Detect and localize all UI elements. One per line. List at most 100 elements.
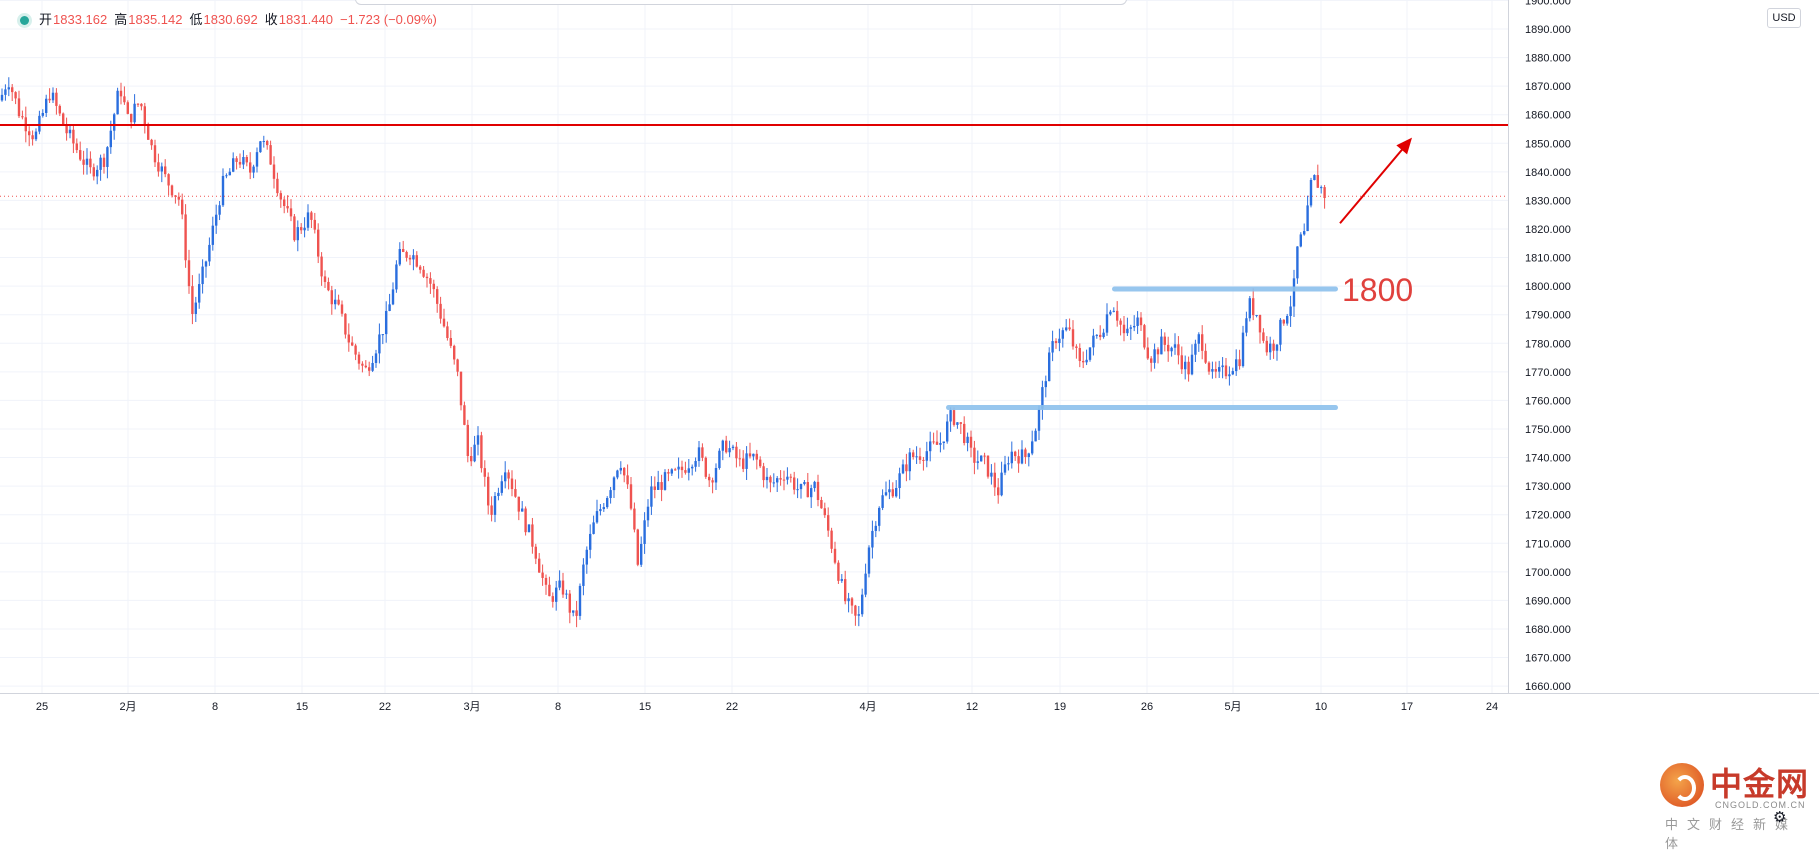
y-tick-label: 1730.000 bbox=[1525, 481, 1571, 493]
candle-body bbox=[657, 482, 660, 490]
candle bbox=[272, 156, 276, 189]
candle bbox=[864, 563, 867, 598]
candle bbox=[718, 448, 721, 470]
candle-body bbox=[14, 92, 17, 99]
candle-body bbox=[470, 456, 473, 462]
candle-body bbox=[813, 481, 816, 489]
candle-body bbox=[1088, 347, 1092, 360]
candle bbox=[48, 88, 51, 104]
candle-body bbox=[1177, 344, 1180, 356]
candle-body bbox=[626, 475, 629, 485]
candle-body bbox=[232, 158, 235, 172]
candle bbox=[544, 574, 548, 595]
candle bbox=[1020, 440, 1024, 465]
candle bbox=[323, 270, 327, 288]
candle bbox=[755, 449, 758, 470]
candle-body bbox=[718, 450, 721, 469]
candle bbox=[164, 159, 167, 178]
candle bbox=[340, 300, 344, 317]
candle bbox=[1041, 380, 1044, 420]
candle-body bbox=[211, 225, 214, 245]
price-axis bbox=[1508, 0, 1819, 833]
candle-body bbox=[11, 87, 14, 93]
candle-body bbox=[963, 423, 966, 444]
candle-body bbox=[1163, 336, 1166, 345]
candle bbox=[419, 264, 422, 274]
candle-body bbox=[973, 447, 976, 463]
candle-body bbox=[269, 145, 272, 165]
candle-body bbox=[1020, 449, 1024, 464]
candle bbox=[697, 441, 701, 467]
candle-body bbox=[354, 345, 357, 355]
candle-body bbox=[402, 249, 405, 252]
candle bbox=[269, 140, 272, 165]
candle-body bbox=[1238, 359, 1241, 367]
candle-body bbox=[589, 533, 592, 550]
candle bbox=[361, 361, 364, 373]
candle bbox=[238, 153, 242, 169]
candle bbox=[616, 469, 619, 480]
candle-body bbox=[908, 452, 911, 472]
candle bbox=[283, 196, 286, 214]
top-toolbar-tab[interactable] bbox=[355, 0, 1127, 5]
candle-body bbox=[140, 103, 143, 107]
candle-body bbox=[980, 455, 983, 462]
candle bbox=[643, 512, 646, 554]
candle bbox=[391, 282, 395, 306]
candle bbox=[721, 439, 724, 461]
candle-body bbox=[640, 543, 643, 565]
candle bbox=[388, 293, 391, 312]
candle-body bbox=[323, 276, 327, 282]
candle bbox=[854, 604, 857, 626]
candle bbox=[714, 463, 718, 490]
candle-body bbox=[412, 255, 415, 260]
candle-body bbox=[840, 579, 843, 581]
candle bbox=[806, 472, 809, 498]
candle-body bbox=[327, 281, 330, 291]
candle-body bbox=[1194, 343, 1197, 355]
candle bbox=[609, 486, 612, 504]
candle-body bbox=[1099, 334, 1102, 338]
candle-body bbox=[731, 446, 735, 449]
price-chart[interactable]: 1831.4401856.3961800 1660.0001670.000168… bbox=[0, 0, 1819, 833]
candle bbox=[704, 456, 707, 479]
candle bbox=[1105, 303, 1109, 336]
candle-body bbox=[1320, 187, 1323, 189]
candle bbox=[680, 460, 684, 478]
chart-area[interactable]: 1831.4401856.3961800 1660.0001670.000168… bbox=[0, 0, 1819, 833]
candle bbox=[1007, 456, 1010, 471]
candle-body bbox=[391, 289, 395, 305]
candle-body bbox=[1231, 371, 1234, 375]
y-tick-label: 1860.000 bbox=[1525, 110, 1571, 122]
candle bbox=[1190, 344, 1194, 376]
candle bbox=[442, 308, 446, 328]
candle bbox=[249, 152, 252, 180]
candle bbox=[17, 90, 21, 118]
candle-body bbox=[959, 422, 962, 424]
gear-icon[interactable]: ⚙ bbox=[1773, 809, 1787, 826]
candle bbox=[439, 296, 442, 324]
candle-body bbox=[1119, 320, 1122, 325]
candle bbox=[300, 223, 303, 234]
candle bbox=[541, 564, 544, 586]
candle bbox=[293, 213, 296, 242]
candle bbox=[922, 456, 925, 471]
candle bbox=[572, 610, 575, 617]
y-tick-label: 1870.000 bbox=[1525, 81, 1571, 93]
candle bbox=[1245, 311, 1248, 337]
candle-body bbox=[602, 507, 605, 510]
currency-badge[interactable]: USD bbox=[1767, 8, 1801, 28]
candle bbox=[1160, 328, 1163, 355]
candle bbox=[1139, 312, 1143, 332]
candle bbox=[517, 496, 520, 521]
candle-body bbox=[374, 353, 378, 363]
candle-body bbox=[871, 530, 874, 548]
candle-body bbox=[432, 283, 435, 290]
candle bbox=[368, 361, 371, 377]
candle bbox=[487, 472, 490, 515]
candle bbox=[371, 355, 374, 372]
candle bbox=[456, 358, 459, 377]
candle bbox=[1068, 318, 1071, 331]
candle bbox=[259, 140, 262, 153]
candle-body bbox=[837, 562, 840, 581]
